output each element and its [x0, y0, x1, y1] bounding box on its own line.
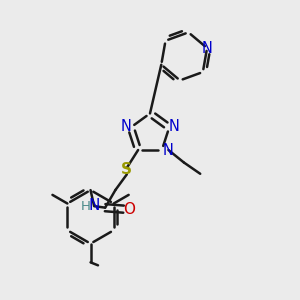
Text: N: N [88, 198, 100, 213]
Text: H: H [81, 200, 91, 213]
Text: N: N [169, 119, 179, 134]
Text: N: N [202, 40, 212, 56]
Text: O: O [123, 202, 135, 217]
Text: N: N [163, 142, 174, 158]
Text: N: N [121, 119, 131, 134]
Text: S: S [121, 161, 132, 176]
